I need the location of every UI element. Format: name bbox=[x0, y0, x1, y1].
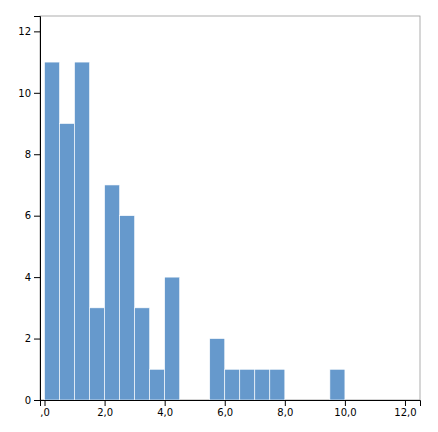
tick-mark bbox=[34, 400, 40, 401]
bar bbox=[330, 369, 345, 400]
tick-mark bbox=[285, 400, 286, 406]
tick-mark bbox=[34, 31, 40, 32]
y-tick: 4 bbox=[25, 272, 40, 283]
y-tick: 8 bbox=[25, 149, 40, 160]
bar bbox=[315, 400, 330, 401]
axis-line bbox=[34, 17, 41, 401]
x-tick: 6,0 bbox=[217, 400, 233, 418]
tick-mark bbox=[34, 93, 40, 94]
tick-mark bbox=[165, 400, 166, 406]
tick-mark bbox=[345, 400, 346, 406]
bar bbox=[135, 308, 150, 400]
tick-label: 10 bbox=[18, 88, 31, 99]
bar bbox=[165, 277, 180, 400]
x-tick: ,0 bbox=[40, 400, 50, 418]
tick-label: 8 bbox=[25, 149, 31, 160]
tick-mark bbox=[34, 339, 40, 340]
tick-mark bbox=[34, 216, 40, 217]
tick-mark bbox=[45, 400, 46, 406]
bar bbox=[45, 62, 60, 400]
y-tick: 10 bbox=[18, 88, 40, 99]
x-tick: 4,0 bbox=[157, 400, 173, 418]
bar bbox=[75, 62, 90, 400]
bar bbox=[150, 369, 165, 400]
tick-label: 12,0 bbox=[394, 407, 416, 418]
tick-mark bbox=[405, 400, 406, 406]
y-tick: 2 bbox=[25, 333, 40, 344]
tick-label: 4 bbox=[25, 272, 31, 283]
x-tick: 10,0 bbox=[334, 400, 356, 418]
bar bbox=[240, 369, 255, 400]
bar bbox=[90, 308, 105, 400]
tick-label: 6 bbox=[25, 210, 31, 221]
bar bbox=[195, 400, 210, 401]
x-tick: 8,0 bbox=[277, 400, 293, 418]
axis-line bbox=[41, 401, 421, 407]
tick-label: 2 bbox=[25, 333, 31, 344]
tick-mark bbox=[34, 154, 40, 155]
tick-mark bbox=[225, 400, 226, 406]
bar bbox=[180, 400, 195, 401]
tick-label: 2,0 bbox=[97, 407, 113, 418]
bar bbox=[270, 369, 285, 400]
plot: ,0 2,0 4,0 6,0 8,0 10,0 12,0 0 2 4 6 8 10 12 bbox=[18, 16, 420, 418]
bar bbox=[60, 124, 75, 400]
bar bbox=[120, 216, 135, 400]
y-tick: 0 bbox=[25, 395, 40, 406]
tick-label: 4,0 bbox=[157, 407, 173, 418]
bars bbox=[45, 62, 345, 400]
y-tick: 6 bbox=[25, 210, 40, 221]
tick-label: 8,0 bbox=[277, 407, 293, 418]
tick-label: 12 bbox=[18, 26, 31, 37]
x-tick: 2,0 bbox=[97, 400, 113, 418]
bar bbox=[285, 400, 300, 401]
bar bbox=[300, 400, 315, 401]
bar bbox=[210, 339, 225, 400]
tick-mark bbox=[34, 277, 40, 278]
tick-label: 6,0 bbox=[217, 407, 233, 418]
chart: ,0 2,0 4,0 6,0 8,0 10,0 12,0 0 2 4 6 8 10 12 bbox=[0, 0, 438, 432]
bar bbox=[105, 185, 120, 400]
bar bbox=[225, 369, 240, 400]
x-axis: ,0 2,0 4,0 6,0 8,0 10,0 12,0 bbox=[40, 400, 420, 418]
tick-mark bbox=[105, 400, 106, 406]
tick-label: 10,0 bbox=[334, 407, 356, 418]
x-tick: 12,0 bbox=[394, 400, 416, 418]
plot-frame bbox=[40, 16, 420, 400]
bar bbox=[255, 369, 270, 400]
y-tick: 12 bbox=[18, 26, 40, 37]
y-axis: 0 2 4 6 8 10 12 bbox=[18, 17, 40, 406]
tick-label: 0 bbox=[25, 395, 31, 406]
tick-label: ,0 bbox=[40, 407, 50, 418]
